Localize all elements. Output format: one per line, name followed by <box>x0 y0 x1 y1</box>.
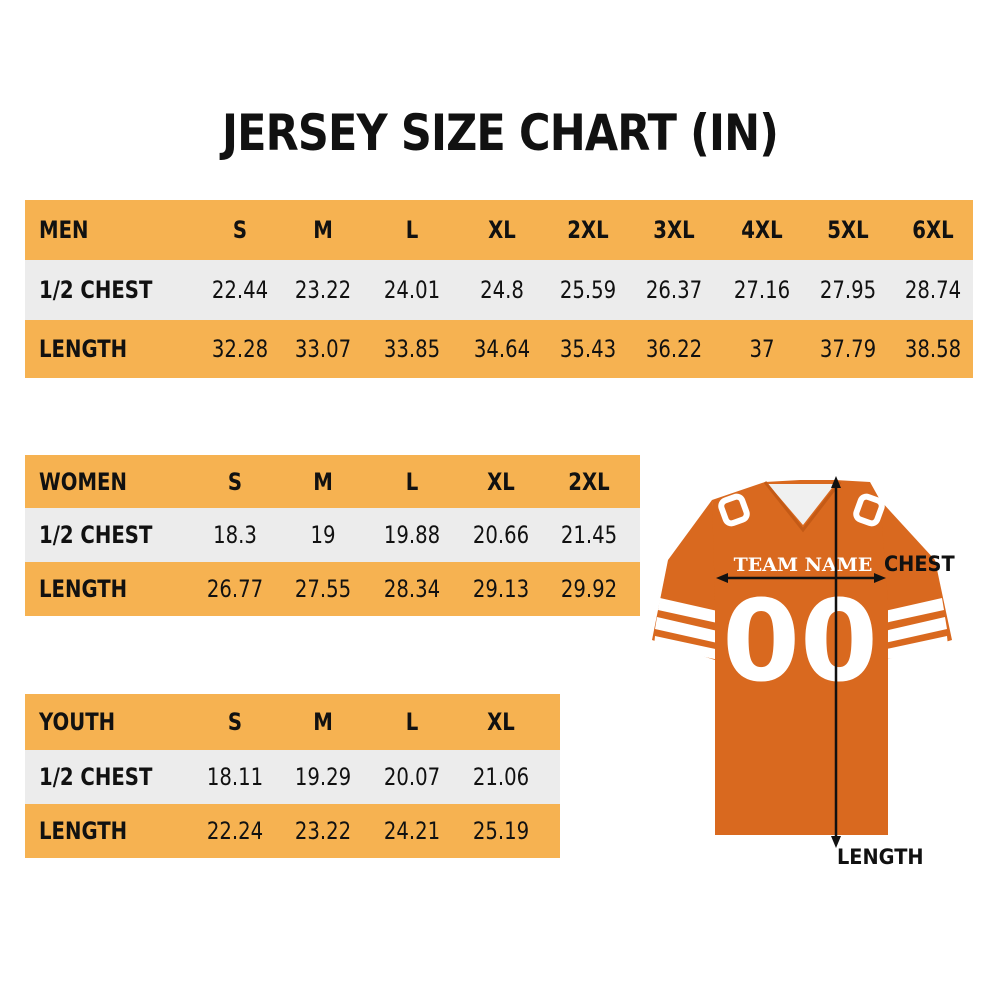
size-header: L <box>405 708 419 736</box>
table-header-row: MEN S M L XL 2XL 3XL 4XL 5XL 6XL <box>25 200 973 260</box>
size-header: S <box>227 708 243 736</box>
size-header: XL <box>487 467 515 496</box>
page-title: JERSEY SIZE CHART (IN) <box>221 104 779 162</box>
size-header: XL <box>488 216 516 244</box>
chest-label: CHEST <box>884 552 955 576</box>
measurement-cell: 33.07 <box>294 335 352 363</box>
measurement-cell: 22.24 <box>206 817 264 845</box>
size-header: M <box>313 708 333 736</box>
measurement-cell: 19.88 <box>383 521 441 549</box>
measurement-cell: 24.21 <box>383 817 441 845</box>
size-header: S <box>227 467 243 496</box>
row-label: LENGTH <box>39 575 128 603</box>
table-row: 1/2 CHEST 22.44 23.22 24.01 24.8 25.59 26.37 27… <box>25 260 973 320</box>
measurement-cell: 26.77 <box>206 575 264 603</box>
measurement-cell: 19.29 <box>294 763 352 791</box>
measurement-cell: 24.01 <box>383 276 441 304</box>
measurement-cell: 20.66 <box>472 521 530 549</box>
measurement-cell: 32.28 <box>211 335 269 363</box>
row-label: LENGTH <box>39 817 128 845</box>
measurement-cell: 28.34 <box>383 575 441 603</box>
measurement-cell: 28.74 <box>904 276 962 304</box>
table-header-row: WOMEN S M L XL 2XL <box>25 455 640 508</box>
size-header: 5XL <box>827 216 869 244</box>
team-name-text: TEAM NAME <box>734 554 873 576</box>
measurement-cell: 22.44 <box>211 276 269 304</box>
measurement-cell: 25.59 <box>559 276 617 304</box>
measurement-cell: 18.3 <box>213 521 257 549</box>
size-header: L <box>405 467 419 496</box>
measurement-cell: 38.58 <box>904 335 962 363</box>
length-label: LENGTH <box>837 845 924 869</box>
measurement-cell: 20.07 <box>383 763 441 791</box>
measurement-cell: 27.55 <box>294 575 352 603</box>
group-label: MEN <box>39 216 89 244</box>
size-header: 2XL <box>567 216 609 244</box>
size-header: 3XL <box>653 216 695 244</box>
table-row: LENGTH 26.77 27.55 28.34 29.13 29.92 <box>25 562 640 616</box>
measurement-cell: 23.22 <box>294 817 352 845</box>
size-header: XL <box>487 708 515 736</box>
size-header: S <box>232 216 248 244</box>
size-table-youth: YOUTH S M L XL 1/2 CHEST 18.11 19.29 20.07 21.06 L… <box>25 694 560 858</box>
measurement-cell: 24.8 <box>480 276 524 304</box>
measurement-cell: 33.85 <box>383 335 441 363</box>
jersey-shirt: TEAM NAME 00 <box>652 480 952 835</box>
table-row: 1/2 CHEST 18.3 19 19.88 20.66 21.45 <box>25 508 640 562</box>
size-header: 6XL <box>912 216 954 244</box>
measurement-cell: 21.45 <box>560 521 618 549</box>
measurement-cell: 36.22 <box>645 335 703 363</box>
table-row: LENGTH 32.28 33.07 33.85 34.64 35.43 36.22 37 37… <box>25 320 973 378</box>
size-header: M <box>313 467 333 496</box>
measurement-cell: 21.06 <box>472 763 530 791</box>
size-header: M <box>313 216 333 244</box>
measurement-cell: 26.37 <box>645 276 703 304</box>
row-label: 1/2 CHEST <box>39 763 153 791</box>
measurement-cell: 35.43 <box>559 335 617 363</box>
size-table-men: MEN S M L XL 2XL 3XL 4XL 5XL 6XL 1/2 CHEST 22.44 23.… <box>25 200 973 378</box>
row-label: 1/2 CHEST <box>39 276 153 304</box>
length-arrow <box>831 476 841 848</box>
table-row: LENGTH 22.24 23.22 24.21 25.19 <box>25 804 560 858</box>
measurement-cell: 27.95 <box>819 276 877 304</box>
measurement-cell: 37 <box>749 335 775 363</box>
jersey-number-text: 00 <box>722 577 878 707</box>
size-header: 4XL <box>741 216 783 244</box>
measurement-cell: 27.16 <box>733 276 791 304</box>
measurement-cell: 18.11 <box>206 763 264 791</box>
group-label: WOMEN <box>39 467 127 496</box>
measurement-cell: 19 <box>310 521 336 549</box>
measurement-cell: 29.13 <box>472 575 530 603</box>
measurement-cell: 25.19 <box>472 817 530 845</box>
size-header: L <box>405 216 419 244</box>
chest-arrow <box>716 573 886 583</box>
group-label: YOUTH <box>39 708 116 736</box>
row-label: 1/2 CHEST <box>39 521 153 549</box>
size-table-women: WOMEN S M L XL 2XL 1/2 CHEST 18.3 19 19.88 20.66 21… <box>25 455 640 616</box>
measurement-cell: 23.22 <box>294 276 352 304</box>
table-row: 1/2 CHEST 18.11 19.29 20.07 21.06 <box>25 750 560 804</box>
measurement-cell: 34.64 <box>473 335 531 363</box>
size-header: 2XL <box>568 467 610 496</box>
table-header-row: YOUTH S M L XL <box>25 694 560 750</box>
row-label: LENGTH <box>39 335 128 363</box>
measurement-cell: 29.92 <box>560 575 618 603</box>
measurement-cell: 37.79 <box>819 335 877 363</box>
